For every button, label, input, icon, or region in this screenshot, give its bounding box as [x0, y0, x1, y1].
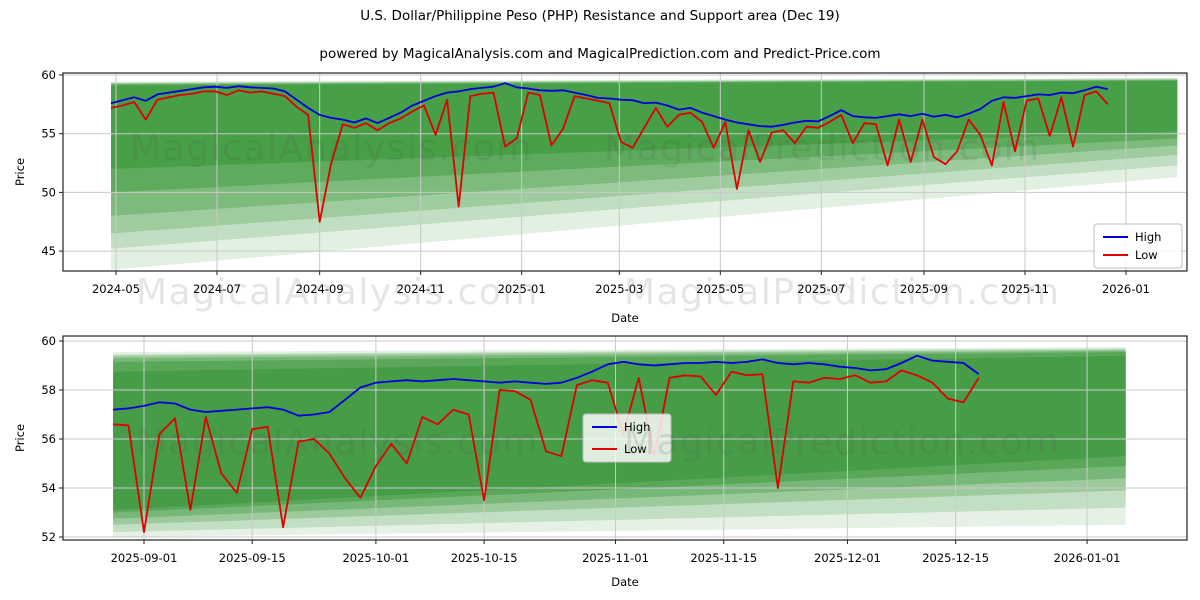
top-ylabel: Price	[13, 157, 27, 187]
resistance-support-band	[111, 77, 1178, 270]
legend-low-label: Low	[624, 442, 647, 456]
x-tick-label: 2024-07	[193, 282, 241, 296]
x-tick-label: 2025-11-01	[582, 551, 649, 565]
y-tick-label: 56	[41, 432, 56, 446]
resistance-support-band	[111, 80, 1178, 169]
bottom-chart: 2025-09-01 2025-09-15 2025-10-01 2025-10-15…	[41, 334, 1188, 565]
bottom-ylabel: Price	[13, 423, 27, 453]
x-tick-label: 2024-05	[92, 282, 140, 296]
low-line	[110, 89, 1109, 223]
axes-border	[62, 72, 1188, 272]
axes-border	[62, 335, 1188, 541]
x-tick-label: 2024-11	[397, 282, 445, 296]
y-tick-label: 58	[41, 383, 56, 397]
high-line	[110, 82, 1108, 128]
x-tick-label: 2025-11-15	[690, 551, 757, 565]
y-tick-label: 55	[41, 127, 56, 141]
legend-high-label: High	[1135, 230, 1161, 244]
legend-box	[1093, 223, 1183, 269]
high-line	[113, 354, 980, 417]
y-tick-label: 45	[41, 244, 56, 258]
resistance-support-band	[111, 79, 1178, 234]
low-line	[113, 369, 980, 533]
top-chart: 2024-05 2024-07 2024-09 2024-11 2025-01 2025-…	[41, 68, 1188, 296]
x-tick-label: 2026-01-01	[1054, 551, 1121, 565]
y-tick-label: 60	[41, 68, 56, 82]
x-tick-label: 2025-01	[498, 282, 546, 296]
x-tick-label: 2025-05	[696, 282, 744, 296]
resistance-support-band	[111, 79, 1178, 216]
x-tick-label: 2025-12-01	[814, 551, 881, 565]
x-tick-label: 2025-03	[595, 282, 643, 296]
y-tick-label: 54	[41, 481, 56, 495]
legend: High Low	[582, 413, 672, 463]
legend-high-label: High	[624, 420, 650, 434]
resistance-support-band	[111, 78, 1178, 249]
bottom-xlabel: Date	[611, 575, 639, 589]
top-xlabel: Date	[611, 311, 639, 325]
x-tick-label: 2025-12-15	[922, 551, 989, 565]
x-tick-label: 2025-09-15	[219, 551, 286, 565]
x-tick-label: 2024-09	[296, 282, 344, 296]
resistance-support-band	[111, 80, 1178, 193]
x-tick-label: 2026-01	[1102, 282, 1150, 296]
chart-subtitle: powered by MagicalAnalysis.com and Magic…	[319, 46, 881, 62]
y-tick-label: 50	[41, 185, 56, 199]
y-tick-label: 60	[41, 334, 56, 348]
x-tick-label: 2025-07	[797, 282, 845, 296]
legend-low-label: Low	[1135, 248, 1158, 262]
x-tick-label: 2025-09	[900, 282, 948, 296]
x-tick-label: 2025-09-01	[111, 551, 178, 565]
legend: High Low	[1093, 223, 1183, 269]
chart-title: U.S. Dollar/Philippine Peso (PHP) Resist…	[360, 8, 840, 24]
y-tick-label: 52	[41, 530, 56, 544]
x-tick-label: 2025-11	[1001, 282, 1049, 296]
x-tick-label: 2025-10-01	[342, 551, 409, 565]
x-tick-label: 2025-10-15	[451, 551, 518, 565]
